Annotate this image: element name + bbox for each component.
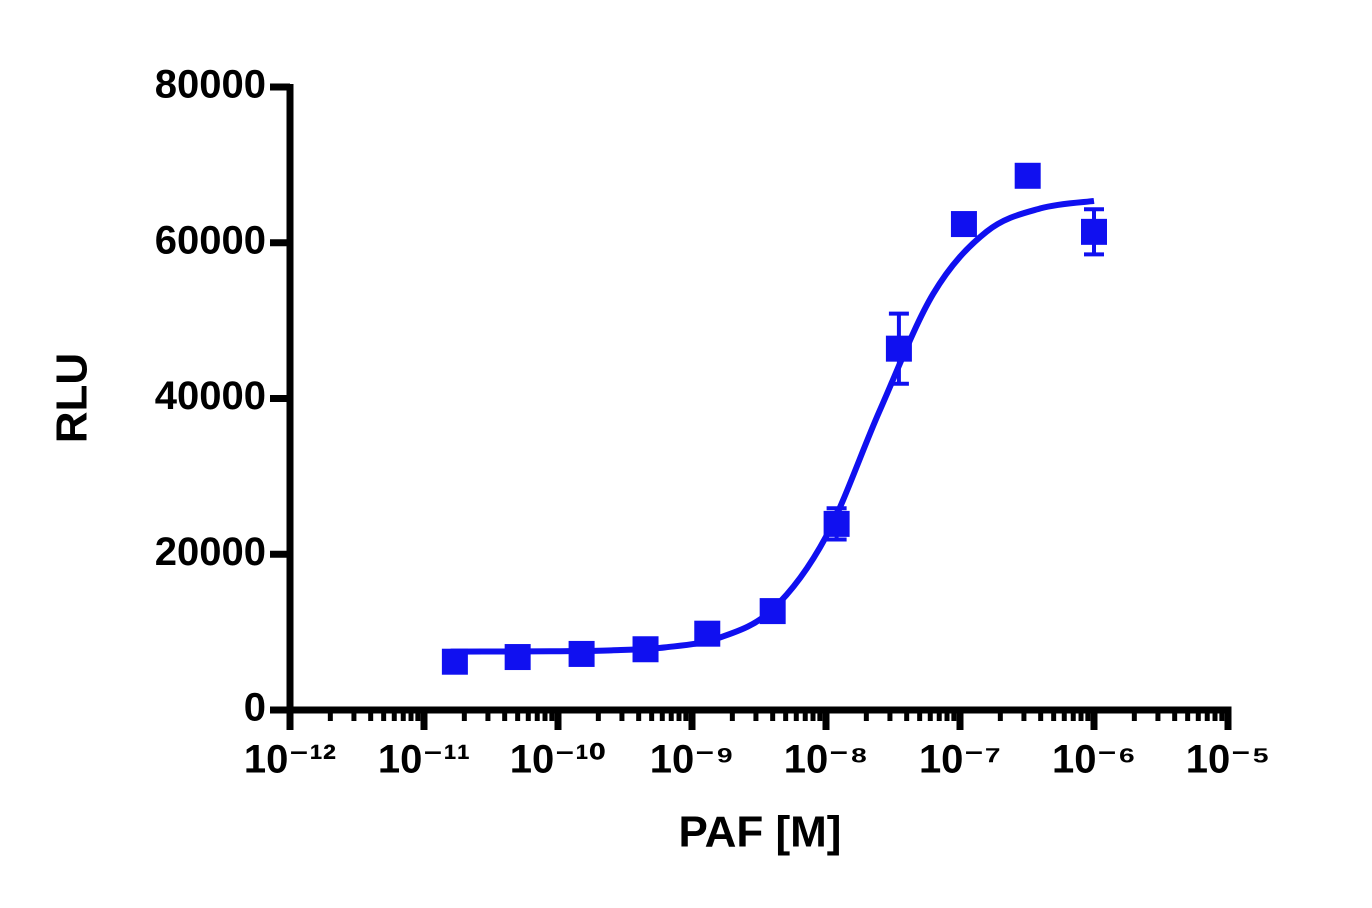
data-point xyxy=(694,620,721,647)
y-tick-label: 60000 xyxy=(155,218,266,262)
data-point xyxy=(950,211,977,238)
x-tick-label: 10⁻⁹ xyxy=(650,738,735,782)
x-tick-label: 10⁻⁸ xyxy=(784,738,869,782)
data-point xyxy=(759,598,786,625)
data-point xyxy=(885,335,912,362)
y-tick-label: 80000 xyxy=(155,63,266,107)
data-point xyxy=(1081,218,1107,245)
data-point xyxy=(632,636,659,663)
x-tick-label: 10⁻¹⁰ xyxy=(510,738,606,782)
data-point xyxy=(441,648,468,675)
x-tick-label: 10⁻⁶ xyxy=(1052,738,1136,782)
x-axis-title: PAF [M] xyxy=(679,808,842,857)
x-tick-label: 10⁻⁷ xyxy=(919,738,1001,782)
data-point xyxy=(504,644,531,671)
y-tick-label: 20000 xyxy=(155,530,266,574)
data-point xyxy=(823,510,850,537)
data-point xyxy=(1014,162,1041,189)
y-tick-label: 0 xyxy=(244,686,266,730)
y-tick-label: 40000 xyxy=(155,374,266,418)
data-point xyxy=(568,640,595,667)
x-tick-label: 10⁻⁵ xyxy=(1186,738,1270,782)
y-axis-title: RLU xyxy=(48,353,97,443)
fit-curve xyxy=(450,197,1095,655)
x-tick-label: 10⁻¹² xyxy=(244,738,336,782)
x-tick-label: 10⁻¹¹ xyxy=(378,738,470,782)
